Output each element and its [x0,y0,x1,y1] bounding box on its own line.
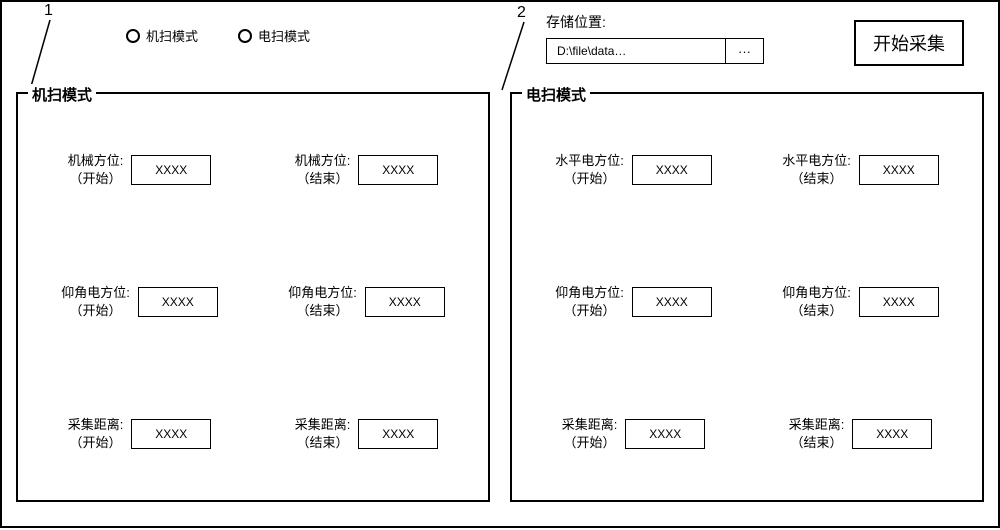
input-collect-dist-end-2[interactable]: XXXX [852,419,932,449]
field-horiz-azimuth-start: 水平电方位: （开始） XXXX [520,114,747,226]
panel-elec-legend: 电扫模式 [522,84,590,105]
input-mech-azimuth-start[interactable]: XXXX [131,155,211,185]
field-label: 采集距离: （结束） [295,416,351,452]
input-collect-dist-end-1[interactable]: XXXX [358,419,438,449]
radio-mech-label: 机扫模式 [146,26,198,45]
field-elev-azimuth-end-1: 仰角电方位: （结束） XXXX [253,246,480,358]
field-elev-azimuth-end-2: 仰角电方位: （结束） XXXX [747,246,974,358]
input-horiz-azimuth-start[interactable]: XXXX [632,155,712,185]
storage-section: 存储位置: D:\file\data… ··· [546,12,764,64]
storage-label: 存储位置: [546,12,764,32]
panel-elec-scan: 电扫模式 水平电方位: （开始） XXXX 水平电方位: （结束） XXXX [510,92,984,502]
field-collect-dist-start-1: 采集距离: （开始） XXXX [26,378,253,490]
panel-mech-scan: 机扫模式 机械方位: （开始） XXXX 机械方位: （结束） XXXX [16,92,490,502]
top-bar: 机扫模式 电扫模式 存储位置: D:\file\data… ··· 开始采集 [16,12,984,82]
field-label: 采集距离: （开始） [68,416,124,452]
field-collect-dist-end-2: 采集距离: （结束） XXXX [747,378,974,490]
field-label: 水平电方位: （结束） [782,152,851,188]
field-label: 仰角电方位: （开始） [61,284,130,320]
field-label: 水平电方位: （开始） [555,152,624,188]
field-collect-dist-start-2: 采集距离: （开始） XXXX [520,378,747,490]
field-label: 机械方位: （开始） [68,152,124,188]
radio-elec-label: 电扫模式 [258,26,310,45]
field-collect-dist-end-1: 采集距离: （结束） XXXX [253,378,480,490]
input-mech-azimuth-end[interactable]: XXXX [358,155,438,185]
panel-mech-legend: 机扫模式 [28,84,96,105]
radio-elec-scan[interactable]: 电扫模式 [238,26,310,45]
field-label: 仰角电方位: （开始） [555,284,624,320]
browse-button[interactable]: ··· [726,38,764,64]
panel-mech-grid: 机械方位: （开始） XXXX 机械方位: （结束） XXXX 仰角电方位: [26,114,480,490]
input-elev-azimuth-end-2[interactable]: XXXX [859,287,939,317]
radio-circle-icon [238,29,252,43]
input-elev-azimuth-end-1[interactable]: XXXX [365,287,445,317]
field-label: 采集距离: （结束） [789,416,845,452]
input-horiz-azimuth-end[interactable]: XXXX [859,155,939,185]
field-label: 机械方位: （结束） [295,152,351,188]
storage-path-input[interactable]: D:\file\data… [546,38,726,64]
input-collect-dist-start-1[interactable]: XXXX [131,419,211,449]
panels-container: 机扫模式 机械方位: （开始） XXXX 机械方位: （结束） XXXX [16,92,984,502]
input-elev-azimuth-start-1[interactable]: XXXX [138,287,218,317]
input-elev-azimuth-start-2[interactable]: XXXX [632,287,712,317]
start-collect-button[interactable]: 开始采集 [854,20,964,66]
radio-circle-icon [126,29,140,43]
radio-mech-scan[interactable]: 机扫模式 [126,26,198,45]
panel-elec-grid: 水平电方位: （开始） XXXX 水平电方位: （结束） XXXX 仰角电方位: [520,114,974,490]
field-mech-azimuth-end: 机械方位: （结束） XXXX [253,114,480,226]
field-elev-azimuth-start-2: 仰角电方位: （开始） XXXX [520,246,747,358]
page-root: 1 2 机扫模式 电扫模式 存储位置: D:\file\data… ··· 开始… [0,0,1000,528]
input-collect-dist-start-2[interactable]: XXXX [625,419,705,449]
field-elev-azimuth-start-1: 仰角电方位: （开始） XXXX [26,246,253,358]
field-mech-azimuth-start: 机械方位: （开始） XXXX [26,114,253,226]
field-label: 仰角电方位: （结束） [782,284,851,320]
field-label: 采集距离: （开始） [562,416,618,452]
storage-row: D:\file\data… ··· [546,38,764,64]
field-horiz-azimuth-end: 水平电方位: （结束） XXXX [747,114,974,226]
field-label: 仰角电方位: （结束） [288,284,357,320]
mode-radios: 机扫模式 电扫模式 [126,26,310,45]
